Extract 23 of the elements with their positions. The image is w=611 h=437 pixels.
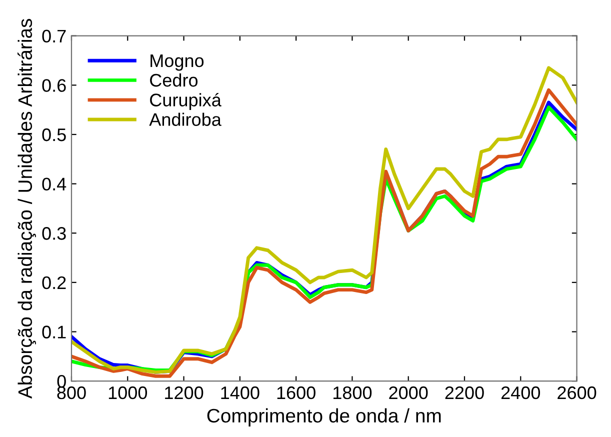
x-tick-label: 800 [57,386,86,400]
x-tick-label: 1000 [108,386,148,400]
y-axis-title: Absorção da radiação / Unidades Arbitrárias [18,18,36,399]
y-tick-label: 0.3 [42,227,66,240]
legend-label: Cedro [150,73,198,87]
x-tick-label: 1200 [165,386,204,400]
y-tick-label: 0.5 [42,128,66,142]
x-tick-label: 2000 [389,386,428,400]
y-tick-label: 0.2 [42,276,66,290]
x-tick-label: 2200 [445,386,484,400]
y-tick-label: 0.6 [42,79,66,92]
legend-label: Andiroba [149,112,222,126]
y-tick-label: 0.7 [42,30,66,43]
y-tick-label: 0.4 [42,178,66,191]
x-tick-label: 1600 [277,386,316,400]
legend-label: Mogno [150,54,204,71]
x-tick-label: 1800 [334,386,372,400]
x-tick-label: 2400 [501,386,540,400]
y-tick-label: 0.1 [42,326,66,338]
x-tick-label: 1400 [221,386,260,400]
x-tick-label: 2600 [558,386,596,400]
legend-label: Curupixá [150,92,222,110]
x-axis-title: Comprimento de onda / nm [207,408,441,426]
